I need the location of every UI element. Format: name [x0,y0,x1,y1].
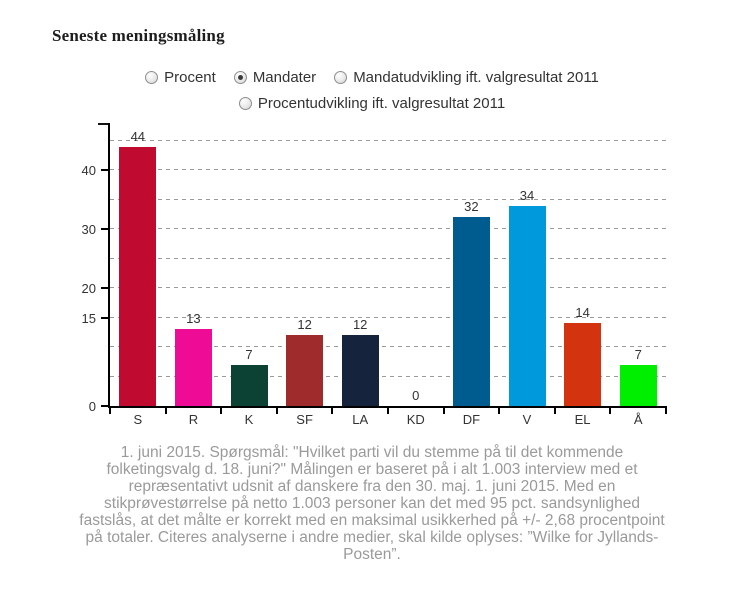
bar-value-label: 12 [297,317,312,333]
page-title: Seneste meningsmåling [52,26,225,45]
bar-value-label: 14 [575,305,590,321]
bar-K [230,364,268,406]
bar-value-label: 44 [130,128,146,144]
radio-option-procentudvikling[interactable]: Procentudvikling ift. valgresultat 2011 [238,95,506,112]
radio-option-label[interactable]: Mandater [252,69,317,86]
y-axis-tick [101,169,110,172]
bar-SF [286,335,324,406]
x-axis-tick [442,406,445,414]
radio-option-label[interactable]: Procent [164,69,216,86]
bar-EL [564,323,602,406]
bar-V [508,205,546,406]
radio-dot-icon [237,75,243,80]
radio-button-icon[interactable] [238,97,252,110]
x-tick-label: SF [296,412,313,427]
gridline [110,169,666,171]
radio-option-mandatudvikling[interactable]: Mandatudvikling ift. valgresultat 2011 [334,69,599,86]
x-tick-label: R [188,412,199,427]
radio-option-mandater[interactable]: Mandater [233,69,317,86]
x-tick-label: EL [574,412,591,427]
bar-value-label: 12 [352,317,368,333]
bar-LA [341,335,379,406]
gridline [110,198,666,200]
gridline [110,228,666,230]
y-tick-label: 0 [88,399,96,414]
x-tick-label: Å [633,412,643,427]
x-axis-tick [387,406,389,414]
gridline [110,316,666,318]
gridline [110,139,666,141]
x-tick-label: V [522,412,532,427]
x-tick-label: DF [462,412,481,427]
x-axis-tick [164,406,167,414]
x-tick-label: LA [352,412,369,427]
radio-button-icon[interactable] [145,71,159,84]
bar-value-label: 7 [634,346,642,362]
y-tick-label: 15 [81,310,96,326]
x-axis-tick [498,406,501,414]
plot-area: 0 15 20 30 40 44 S 13 R 7 K 12 SF 12 LA 0 KD 32 DF 34 V 14 EL 7… [82,123,667,427]
gridline [110,257,666,259]
radio-button-icon[interactable] [233,71,247,84]
radio-option-procent[interactable]: Procent [145,69,216,86]
y-axis [108,123,110,406]
x-axis-tick [109,406,111,414]
y-axis-tick [101,316,110,319]
y-axis-top-tick [98,123,110,125]
x-tick-label: KD [406,412,425,427]
bar-value-label: 13 [186,311,201,327]
y-tick-label: 20 [81,281,96,297]
y-axis-tick [101,405,110,407]
view-mode-options-row-2: Procentudvikling ift. valgresultat 2011 [0,95,744,112]
bar-value-label: 32 [464,199,479,215]
x-tick-label: S [133,412,143,427]
gridline [110,346,666,348]
bar-S [119,146,157,406]
x-axis-tick [275,406,278,414]
x-axis-tick [665,406,667,414]
radio-option-label[interactable]: Procentudvikling ift. valgresultat 2011 [257,95,506,112]
bar-value-label: 7 [245,346,253,362]
poll-methodology-text: 1. juni 2015. Spørgsmål: "Hvilket parti … [79,444,665,563]
x-axis-tick [220,406,223,414]
gridline [110,375,666,377]
x-axis-tick [331,406,334,414]
bar-Å [619,364,657,406]
x-tick-label: K [244,412,254,427]
bar-value-label: 0 [412,388,420,403]
y-axis-tick [101,228,110,231]
bar-value-label: 34 [519,187,535,203]
bar-R [174,329,212,406]
x-axis-tick [553,406,556,414]
radio-option-label[interactable]: Mandatudvikling ift. valgresultat 2011 [353,69,599,86]
y-axis-tick [101,287,110,290]
y-tick-label: 40 [81,163,96,179]
view-mode-options-row-1: Procent Mandater Mandatudvikling ift. va… [0,69,744,86]
radio-button-icon[interactable] [334,71,348,84]
x-axis-tick [609,406,612,414]
gridline [110,287,666,289]
y-tick-label: 30 [81,222,96,238]
bar-DF [452,217,490,406]
